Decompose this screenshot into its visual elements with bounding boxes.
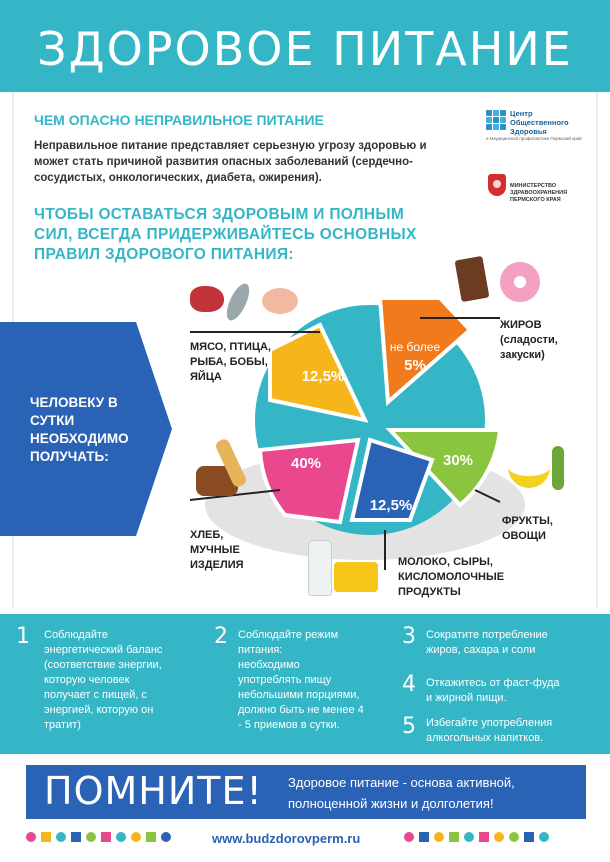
- remember-text: Здоровое питание - основа активной, полн…: [288, 775, 515, 811]
- tip-number-2: 2: [214, 624, 228, 649]
- tips-band: [0, 614, 610, 754]
- pie-value-fruits: 30%: [443, 452, 473, 469]
- tip-4: Откажитесь от фаст-фуда и жирной пищи.: [426, 677, 560, 704]
- rules-heading: ЧТОБЫ ОСТАВАТЬСЯ ЗДОРОВЫМ И ПОЛНЫМ СИЛ, …: [34, 206, 417, 263]
- cucumber-icon: [552, 446, 564, 490]
- website-link[interactable]: www.budzdorovperm.ru: [212, 831, 361, 846]
- label-dairy: МОЛОКО, СЫРЫ, КИСЛОМОЛОЧНЫЕ ПРОДУКТЫ: [398, 556, 505, 598]
- side-arrow-tip: [136, 322, 172, 536]
- footer-dots-right: [404, 832, 549, 842]
- meat-icon: [190, 286, 224, 312]
- header-band: [0, 0, 610, 92]
- label-bread: ХЛЕБ, МУЧНЫЕ ИЗДЕЛИЯ: [190, 529, 244, 571]
- leader-fruits: [474, 489, 501, 503]
- ministry-logo-text: МИНИСТЕРСТВО ЗДРАВООХРАНЕНИЯ ПЕРМСКОГО К…: [510, 183, 568, 203]
- perm-crest-bear-icon: [493, 180, 501, 188]
- chicken-icon: [262, 288, 298, 314]
- tip-number-4: 4: [402, 672, 416, 697]
- tip-5: Избегайте употребления алкогольных напитк…: [426, 717, 553, 744]
- cheese-icon: [334, 562, 378, 592]
- health-center-logo-subtitle: и Медицинской профилактики Пермский край: [486, 136, 582, 141]
- label-fruits: ФРУКТЫ, ОВОЩИ: [502, 515, 553, 542]
- pie-slice-fruits: [385, 428, 503, 508]
- footer-dots-left: [26, 832, 171, 842]
- health-center-logo-text: Центр Общественного Здоровья: [510, 109, 569, 136]
- pie-slice-fats: [377, 296, 473, 407]
- page-title: ЗДОРОВОЕ ПИТАНИЕ: [37, 22, 573, 76]
- tip-1: Соблюдайте энергетический баланс (соответс…: [44, 629, 163, 731]
- pie-slice-dairy: [349, 437, 435, 522]
- intro-text: Неправильное питание представляет серьез…: [34, 140, 427, 184]
- remember-band: [26, 765, 586, 819]
- tip-number-3: 3: [402, 624, 416, 649]
- tip-number-5: 5: [402, 714, 416, 739]
- tip-2: Соблюдайте режим питания: необходимо употр…: [238, 629, 364, 731]
- pie-value-meat: 12,5%: [302, 368, 345, 385]
- tip-number-1: 1: [16, 624, 30, 649]
- label-meat: МЯСО, ПТИЦА, РЫБА, БОБЫ, ЯЙЦА: [190, 341, 271, 383]
- pie-slice-bread: [257, 437, 361, 525]
- leader-bread: [189, 489, 281, 501]
- side-arrow: [0, 322, 136, 536]
- health-center-logo-icon: [486, 110, 506, 130]
- section-heading-danger: ЧЕМ ОПАСНО НЕПРАВИЛЬНОЕ ПИТАНИЕ: [34, 112, 324, 128]
- pie-value-fats: 5%: [404, 357, 426, 374]
- pie-slice-meat: [268, 322, 369, 423]
- tip-3: Сократите потребление жиров, сахара и сол…: [426, 629, 548, 656]
- nutrition-pie-chart: не более 5% 30% 12,5% 40% 12,5%: [189, 296, 525, 570]
- donut-hole: [514, 276, 526, 288]
- banana-icon: [508, 450, 550, 488]
- milk-bottle-icon: [308, 540, 332, 596]
- pie-value-bread: 40%: [291, 455, 321, 472]
- label-fats: ЖИРОВ (сладости, закуски): [500, 319, 558, 361]
- remember-title: ПОМНИТЕ!: [44, 769, 263, 813]
- pie-label-fats-prefix: не более: [390, 340, 441, 354]
- side-arrow-text: ЧЕЛОВЕКУ В СУТКИ НЕОБХОДИМО ПОЛУЧАТЬ:: [30, 395, 129, 464]
- pie-value-dairy: 12,5%: [370, 497, 413, 514]
